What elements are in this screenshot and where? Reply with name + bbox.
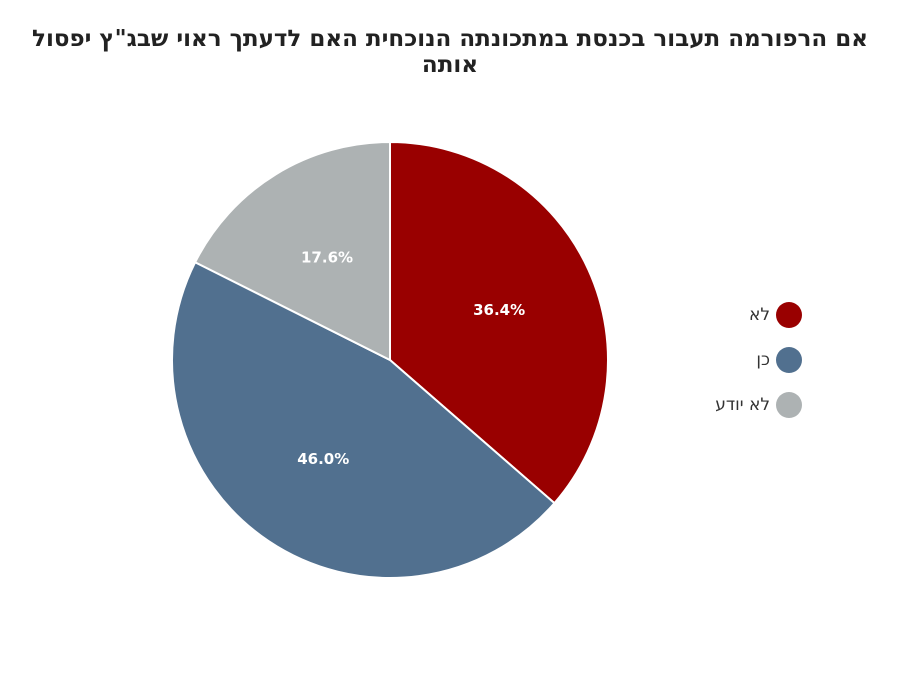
pie-slice-3 <box>194 141 391 361</box>
legend-swatch <box>776 392 802 418</box>
legend-item-3: לא יודע <box>690 388 802 422</box>
legend-swatch <box>776 302 802 328</box>
legend: לא כן לא יודע <box>690 298 802 433</box>
legend-item-2: כן <box>690 343 802 377</box>
slice-value-label-2: 46.0% <box>297 450 349 468</box>
legend-item-1: לא <box>690 298 802 332</box>
pie-slice-1 <box>389 141 609 505</box>
legend-swatch <box>776 347 802 373</box>
legend-label: כן <box>756 350 770 370</box>
pie-slice-2 <box>171 261 556 579</box>
pie-value-labels: 36.4% 46.0% 17.6% <box>297 248 525 468</box>
slice-value-label-1: 36.4% <box>473 301 525 319</box>
chart-title: אם הרפורמה תעבור בכנסת במתכונתה הנוכחית … <box>32 26 868 78</box>
legend-label: לא יודע <box>715 395 770 415</box>
pie-slices <box>171 141 609 579</box>
slice-value-label-3: 17.6% <box>301 248 353 266</box>
legend-label: לא <box>748 305 770 325</box>
